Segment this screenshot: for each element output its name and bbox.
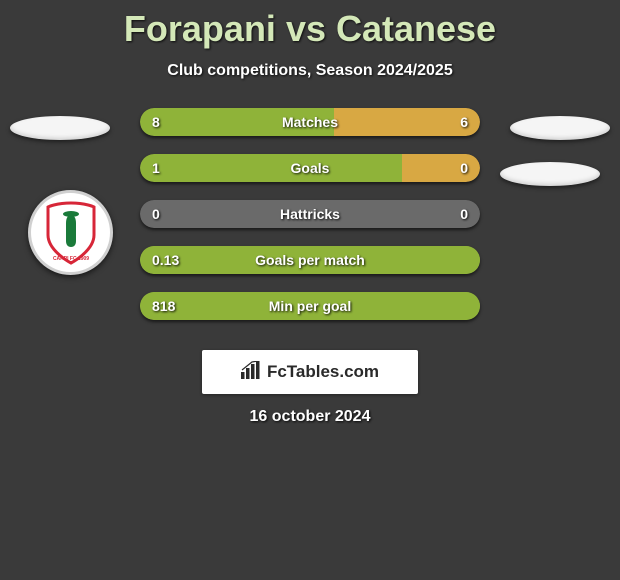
bar-fill-right bbox=[334, 108, 480, 136]
watermark-badge: FcTables.com bbox=[202, 350, 418, 394]
bar-metric-label: Min per goal bbox=[269, 298, 351, 314]
bar-metric-label: Goals per match bbox=[255, 252, 365, 268]
bar-value-left: 1 bbox=[152, 160, 160, 176]
svg-text:CARPI FC 1909: CARPI FC 1909 bbox=[52, 256, 88, 262]
bar-value-right: 6 bbox=[460, 114, 468, 130]
club-shield-icon: CARPI FC 1909 bbox=[42, 201, 100, 265]
page-title: Forapani vs Catanese bbox=[0, 0, 620, 50]
bar-fill-right bbox=[402, 154, 480, 182]
right-player-badge-placeholder-2 bbox=[500, 162, 600, 186]
bar-value-left: 8 bbox=[152, 114, 160, 130]
bar-value-right: 0 bbox=[460, 160, 468, 176]
stat-bars: 8 Matches 6 1 Goals 0 0 Hattricks 0 0.13 Goals per… bbox=[140, 108, 480, 338]
bar-chart-icon bbox=[241, 361, 261, 384]
bar-metric-label: Matches bbox=[282, 114, 338, 130]
stat-bar-row: 1 Goals 0 bbox=[140, 154, 480, 182]
right-player-badge-placeholder-1 bbox=[510, 116, 610, 140]
bar-metric-label: Hattricks bbox=[280, 206, 340, 222]
bar-value-left: 0 bbox=[152, 206, 160, 222]
bar-fill-left bbox=[140, 154, 402, 182]
page-subtitle: Club competitions, Season 2024/2025 bbox=[0, 62, 620, 80]
stat-bar-row: 8 Matches 6 bbox=[140, 108, 480, 136]
bar-value-left: 0.13 bbox=[152, 252, 179, 268]
date-text: 16 october 2024 bbox=[250, 408, 371, 426]
left-club-logo: CARPI FC 1909 bbox=[28, 190, 113, 275]
stat-bar-row: 818 Min per goal bbox=[140, 292, 480, 320]
stat-bar-row: 0.13 Goals per match bbox=[140, 246, 480, 274]
stat-bar-row: 0 Hattricks 0 bbox=[140, 200, 480, 228]
bar-value-right: 0 bbox=[460, 206, 468, 222]
bar-metric-label: Goals bbox=[291, 160, 330, 176]
left-player-badge-placeholder bbox=[10, 116, 110, 140]
bar-value-left: 818 bbox=[152, 298, 175, 314]
watermark-text: FcTables.com bbox=[267, 362, 379, 382]
